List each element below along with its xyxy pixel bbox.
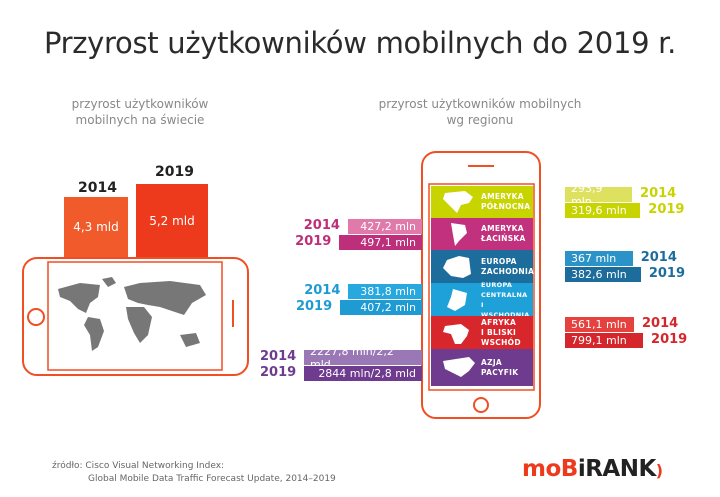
region-band: AZJA PACYFIK bbox=[431, 349, 533, 386]
region-label-line: PÓŁNOCNA bbox=[481, 202, 531, 211]
region-map-icon bbox=[447, 288, 467, 311]
world-bar-2019: 5,2 mld bbox=[136, 183, 208, 258]
region-year-label: 2014 bbox=[640, 250, 677, 265]
region-label: AMERYKA ŁACIŃSKA bbox=[481, 224, 526, 244]
world-bar-2014: 4,3 mld bbox=[64, 196, 128, 258]
region-label-line: PACYFIK bbox=[481, 367, 519, 377]
logo-part: moB bbox=[522, 456, 578, 482]
region-label-line: ZACHODNIA bbox=[481, 266, 535, 276]
region-label: AFRYKA I BLISKI WSCHÓD bbox=[481, 318, 533, 348]
region-map-icon bbox=[443, 191, 473, 213]
region-value-bar: 319,6 mln bbox=[565, 203, 641, 218]
world-map-icon bbox=[58, 277, 206, 351]
region-value-bar: 407,2 mln bbox=[339, 300, 422, 315]
region-value-bar: 427,2 mln bbox=[347, 219, 422, 234]
region-map-icon bbox=[443, 255, 471, 278]
region-year-label: 2014 bbox=[640, 186, 677, 201]
region-label-line: ŁACIŃSKA bbox=[481, 234, 526, 243]
region-label: AZJA PACYFIK bbox=[481, 358, 518, 378]
region-year-label: 2019 bbox=[651, 332, 688, 347]
mobirank-logo: moBiRANK) bbox=[522, 456, 663, 482]
region-label-line: I WSCHODNIA bbox=[481, 300, 530, 319]
logo-part: i bbox=[577, 456, 586, 482]
region-label-line: EUROPA bbox=[481, 256, 517, 266]
region-value-bar: 382,6 mln bbox=[565, 267, 641, 282]
region-map-icon bbox=[443, 356, 475, 377]
region-value-bar: 497,1 mln bbox=[339, 235, 422, 250]
region-year-label: 2019 bbox=[295, 234, 332, 249]
region-year-label: 2019 bbox=[648, 266, 686, 281]
signal-icon: ) bbox=[655, 461, 663, 480]
right-subtitle: przyrost użytkowników mobilnych wg regio… bbox=[360, 96, 600, 128]
source-note: źródło: Cisco Visual Networking Index: G… bbox=[52, 460, 336, 486]
region-value-bar: 293,9 mln bbox=[565, 182, 633, 208]
region-label-line: CENTRALNA bbox=[481, 290, 528, 299]
region-value-bar: 561,1 mln bbox=[565, 317, 634, 332]
left-subtitle-line: mobilnych na świecie bbox=[75, 113, 205, 127]
region-value-bar: 2844 mln/2,8 mld bbox=[304, 366, 422, 381]
region-year-label: 2014 bbox=[641, 316, 679, 331]
region-value-bar: 2227,8 mln/2,2 mld bbox=[304, 345, 422, 371]
left-subtitle: przyrost użytkowników mobilnych na świec… bbox=[40, 96, 240, 128]
region-band: EUROPA ZACHODNIA bbox=[431, 250, 534, 283]
region-band: AMERYKA PÓŁNOCNA bbox=[431, 186, 533, 218]
region-year-label: 2019 bbox=[295, 299, 333, 314]
region-map-icon bbox=[443, 323, 469, 344]
region-value-bar: 367 mln bbox=[565, 251, 633, 266]
region-label: AMERYKA PÓŁNOCNA bbox=[481, 192, 530, 212]
world-year-2014: 2014 bbox=[78, 180, 117, 196]
region-year-label: 2019 bbox=[648, 202, 685, 217]
region-year-label: 2019 bbox=[260, 365, 297, 380]
region-label-line: EUROPA bbox=[481, 280, 513, 289]
world-year-2019: 2019 bbox=[155, 164, 194, 180]
landscape-phone-icon bbox=[22, 257, 249, 376]
region-year-label: 2014 bbox=[303, 218, 340, 233]
region-label: EUROPA CENTRALNA I WSCHODNIA bbox=[481, 280, 533, 320]
region-label: EUROPA ZACHODNIA bbox=[481, 257, 534, 277]
left-subtitle-line: przyrost użytkowników bbox=[71, 97, 209, 111]
region-label-line: AMERYKA bbox=[481, 192, 524, 201]
region-band: AFRYKA I BLISKI WSCHÓD bbox=[431, 316, 533, 349]
logo-part: RANK bbox=[585, 456, 656, 482]
page-title: Przyrost użytkowników mobilnych do 2019 … bbox=[43, 26, 677, 60]
right-subtitle-line: wg regionu bbox=[446, 113, 514, 127]
right-subtitle-line: przyrost użytkowników mobilnych bbox=[378, 97, 582, 111]
region-label-line: I BLISKI WSCHÓD bbox=[481, 327, 521, 347]
region-band: EUROPA CENTRALNA I WSCHODNIA bbox=[431, 281, 533, 319]
source-line: Global Mobile Data Traffic Forecast Upda… bbox=[88, 474, 336, 484]
region-year-label: 2014 bbox=[304, 283, 341, 298]
region-value-bar: 381,8 mln bbox=[348, 284, 422, 299]
source-line: źródło: Cisco Visual Networking Index: bbox=[52, 461, 225, 471]
region-label-line: AMERYKA bbox=[481, 224, 524, 233]
region-label-line: AZJA bbox=[481, 357, 503, 367]
region-label-line: AFRYKA bbox=[481, 317, 517, 327]
region-band: AMERYKA ŁACIŃSKA bbox=[431, 218, 533, 250]
region-year-label: 2014 bbox=[260, 349, 297, 364]
region-value-bar: 799,1 mln bbox=[565, 333, 644, 348]
region-map-icon bbox=[451, 223, 467, 246]
